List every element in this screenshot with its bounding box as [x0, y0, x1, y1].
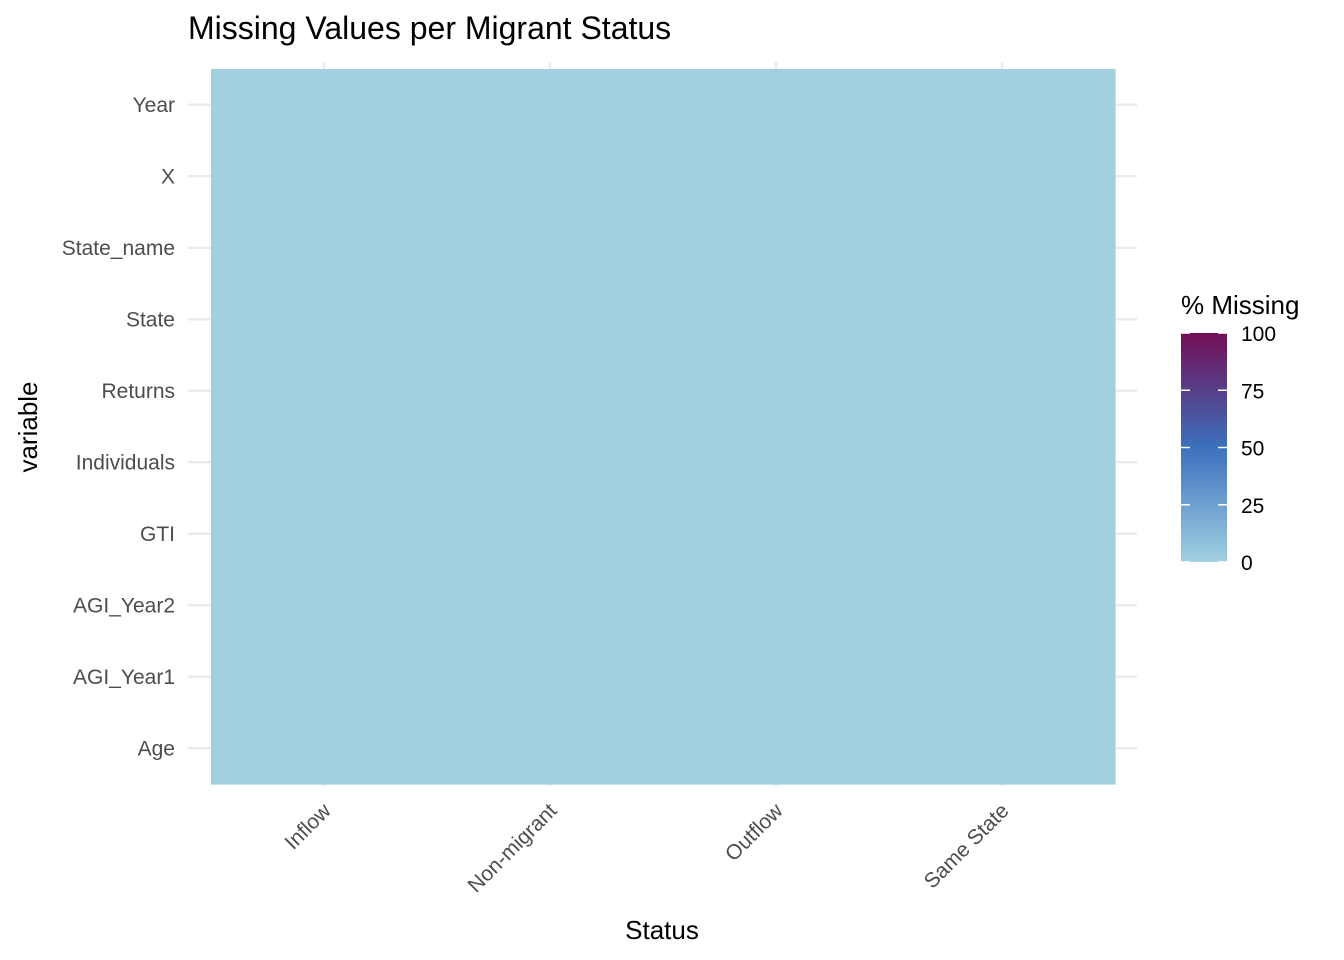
legend: % Missing 0 25 50 75 100: [1181, 290, 1299, 575]
y-tick-label: Age: [138, 737, 175, 760]
heatmap-cell: [663, 498, 890, 571]
heatmap-cell: [437, 569, 664, 642]
heatmap-cell: [437, 212, 664, 285]
heatmap-cell: [663, 212, 890, 285]
heatmap-cell: [437, 355, 664, 428]
heatmap-cell: [211, 641, 438, 714]
heatmap-cell: [889, 569, 1116, 642]
x-axis-title: Status: [625, 915, 699, 945]
heatmap-cells: [211, 69, 1116, 785]
heatmap-cell: [889, 641, 1116, 714]
x-tick-label: Same State: [920, 799, 1014, 893]
heatmap-cell: [211, 569, 438, 642]
heatmap-cell: [889, 69, 1116, 142]
legend-tick-label: 75: [1241, 380, 1264, 403]
y-tick-label: AGI_Year1: [73, 666, 175, 689]
y-axis-title: variable: [13, 381, 43, 472]
y-tick-label: State_name: [62, 237, 175, 260]
heatmap-cell: [889, 498, 1116, 571]
y-tick-label: Returns: [101, 380, 175, 403]
legend-tick-label: 0: [1241, 552, 1253, 575]
heatmap-cell: [437, 140, 664, 213]
heatmap-cell: [211, 355, 438, 428]
y-tick-label: Individuals: [76, 451, 175, 474]
legend-ticks: 0 25 50 75 100: [1181, 323, 1276, 575]
heatmap-cell: [663, 69, 890, 142]
y-tick-label: AGI_Year2: [73, 594, 175, 617]
heatmap-cell: [211, 283, 438, 356]
y-tick-label: GTI: [140, 523, 175, 546]
heatmap-cell: [663, 140, 890, 213]
heatmap-cell: [663, 426, 890, 499]
heatmap-cell: [663, 283, 890, 356]
heatmap-cell: [211, 140, 438, 213]
heatmap-cell: [437, 641, 664, 714]
heatmap-cell: [211, 69, 438, 142]
legend-tick-label: 100: [1241, 323, 1276, 346]
heatmap-cell: [889, 355, 1116, 428]
heatmap-cell: [889, 283, 1116, 356]
x-axis-tick-labels: Inflow Non-migrant Outflow Same State: [280, 799, 1013, 898]
heatmap-cell: [437, 498, 664, 571]
x-tick-label: Inflow: [280, 799, 336, 855]
heatmap-cell: [211, 712, 438, 785]
heatmap-cell: [663, 569, 890, 642]
legend-tick-label: 50: [1241, 438, 1264, 461]
heatmap-cell: [889, 212, 1116, 285]
y-axis-tick-labels: Year X State_name State Returns Individuals GT…: [62, 94, 175, 761]
heatmap-cell: [437, 712, 664, 785]
heatmap-cell: [437, 426, 664, 499]
x-tick-label: Non-migrant: [464, 799, 562, 897]
heatmap-cell: [211, 498, 438, 571]
heatmap-cell: [663, 712, 890, 785]
y-tick-label: Year: [133, 94, 175, 117]
heatmap-cell: [889, 712, 1116, 785]
chart-title: Missing Values per Migrant Status: [188, 10, 671, 46]
heatmap-cell: [437, 69, 664, 142]
legend-title: % Missing: [1181, 290, 1299, 320]
heatmap-cell: [889, 140, 1116, 213]
y-tick-label: X: [161, 165, 175, 188]
heatmap-cell: [663, 641, 890, 714]
heatmap-cell: [437, 283, 664, 356]
heatmap-cell: [663, 355, 890, 428]
legend-tick-label: 25: [1241, 495, 1264, 518]
x-tick-label: Outflow: [721, 799, 788, 866]
heatmap-cell: [211, 426, 438, 499]
y-tick-label: State: [126, 308, 175, 331]
heatmap-cell: [211, 212, 438, 285]
heatmap-cell: [889, 426, 1116, 499]
